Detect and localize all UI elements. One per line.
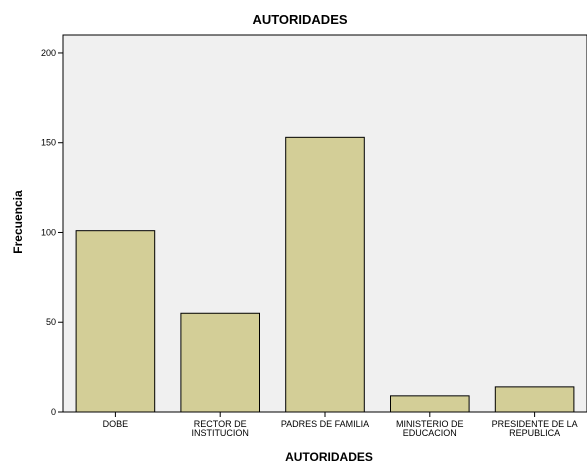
bar <box>285 136 365 413</box>
x-tick-label: RECTOR DE <box>194 419 247 429</box>
y-tick-label: 150 <box>41 138 56 148</box>
x-tick-label: INSTITUCION <box>191 428 249 438</box>
bar <box>494 386 575 413</box>
x-tick-label: MINISTERIO DE <box>396 419 464 429</box>
y-tick-label: 200 <box>41 48 56 58</box>
bar <box>390 395 470 413</box>
y-tick-label: 100 <box>41 227 56 237</box>
x-tick-label: REPUBLICA <box>509 428 560 438</box>
x-axis-title: AUTORIDADES <box>285 450 373 464</box>
x-tick-label: PADRES DE FAMILIA <box>281 419 369 429</box>
bar <box>75 230 156 413</box>
x-tick-label: PRESIDENTE DE LA <box>492 419 578 429</box>
y-tick-label: 0 <box>51 407 56 417</box>
bars <box>75 136 575 413</box>
y-axis: 0 50 100 150 200 <box>41 48 63 417</box>
x-tick-label: DOBE <box>103 419 129 429</box>
x-tick-label: EDUCACION <box>403 428 457 438</box>
y-tick-label: 50 <box>46 317 56 327</box>
chart-title: AUTORIDADES <box>252 12 347 27</box>
y-axis-title: Frecuencia <box>11 190 25 254</box>
bar <box>180 312 260 413</box>
